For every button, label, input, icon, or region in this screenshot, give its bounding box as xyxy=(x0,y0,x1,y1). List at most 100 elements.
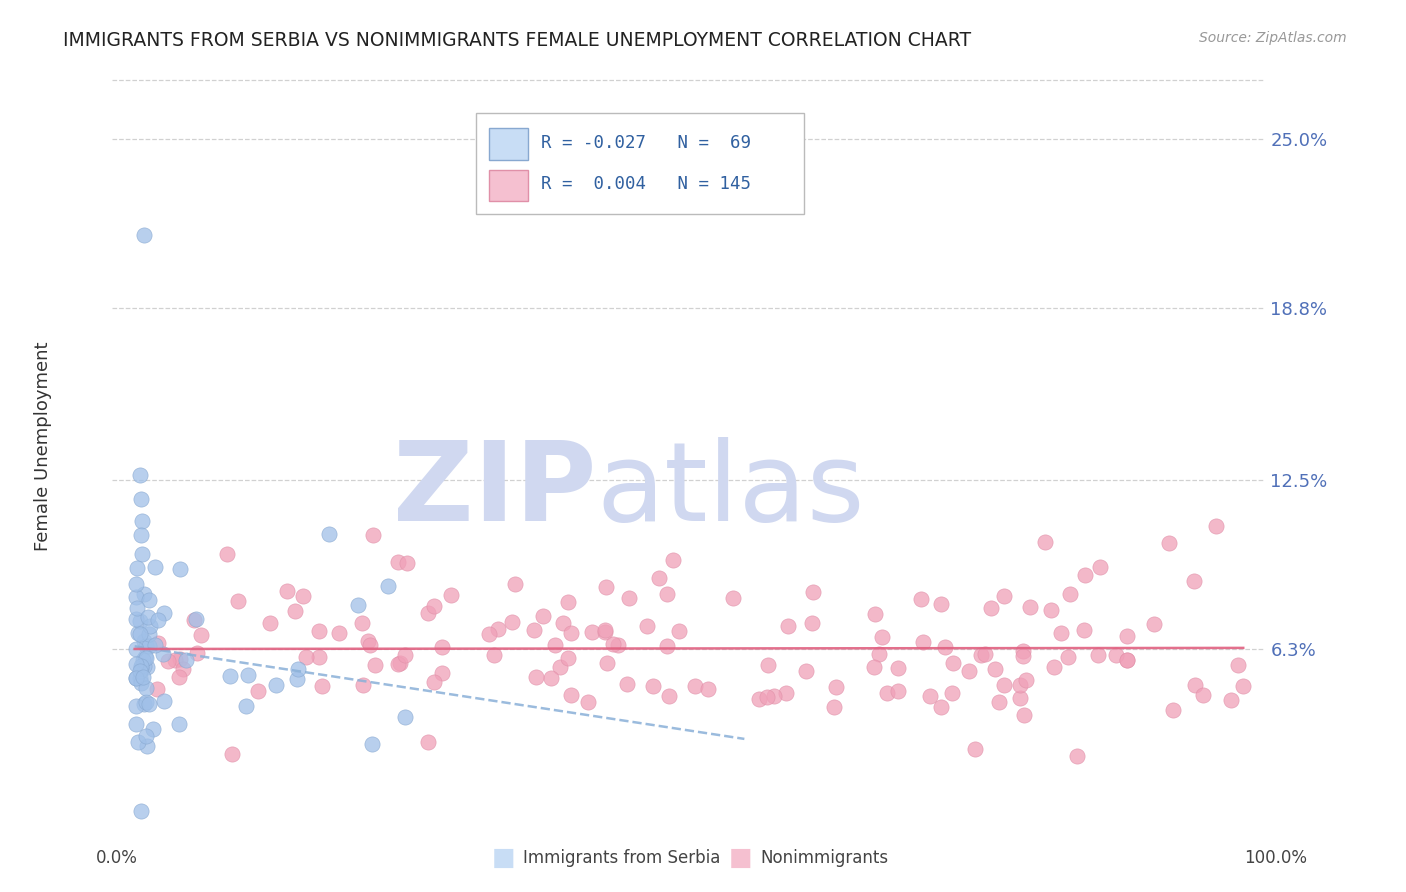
Point xyxy=(360,737,382,751)
Bar xyxy=(489,128,527,160)
Point xyxy=(1161,703,1184,717)
Point xyxy=(636,618,658,632)
Point xyxy=(1182,574,1205,588)
Point xyxy=(167,670,190,684)
Point xyxy=(1184,678,1206,692)
Point xyxy=(863,607,886,621)
Text: R =  0.004   N = 145: R = 0.004 N = 145 xyxy=(541,175,751,193)
Point xyxy=(128,615,150,629)
Point xyxy=(292,589,315,603)
Point xyxy=(1115,653,1137,667)
Point xyxy=(503,576,526,591)
Point xyxy=(131,653,153,667)
Point xyxy=(184,612,207,626)
Point xyxy=(1018,600,1040,615)
Point xyxy=(440,588,463,602)
Point xyxy=(980,600,1002,615)
Point xyxy=(394,710,416,724)
Point xyxy=(756,690,779,704)
Text: ■: ■ xyxy=(730,847,752,870)
Point xyxy=(131,514,153,528)
Point xyxy=(551,615,574,630)
Point xyxy=(132,586,155,600)
Point xyxy=(135,659,157,673)
Point xyxy=(1227,658,1250,673)
Point xyxy=(308,649,330,664)
Point xyxy=(430,665,453,680)
Point xyxy=(135,639,157,653)
Point xyxy=(129,659,152,673)
Point xyxy=(1012,644,1035,658)
Point xyxy=(540,671,562,685)
Point xyxy=(135,651,157,665)
Point xyxy=(501,615,523,629)
Text: Source: ZipAtlas.com: Source: ZipAtlas.com xyxy=(1199,31,1347,45)
FancyBboxPatch shape xyxy=(475,112,804,214)
Point xyxy=(617,591,640,605)
Point xyxy=(557,651,579,665)
Point xyxy=(215,547,238,561)
Point xyxy=(478,627,501,641)
Point xyxy=(287,662,309,676)
Point xyxy=(125,577,148,591)
Point xyxy=(125,590,148,604)
Point xyxy=(430,640,453,655)
Point xyxy=(1116,652,1139,666)
Point xyxy=(131,805,153,819)
Point xyxy=(135,681,157,695)
Point xyxy=(127,626,149,640)
Point xyxy=(721,591,744,606)
Point xyxy=(1088,559,1111,574)
Point xyxy=(125,612,148,626)
Point xyxy=(970,648,993,663)
Point xyxy=(560,689,582,703)
Point xyxy=(135,739,157,754)
Point xyxy=(993,589,1015,603)
Point xyxy=(912,635,935,649)
Point xyxy=(887,684,910,698)
Point xyxy=(284,604,307,618)
Text: atlas: atlas xyxy=(596,437,865,544)
Point xyxy=(364,657,387,672)
Point xyxy=(221,747,243,761)
Point xyxy=(132,227,155,242)
Point xyxy=(1059,587,1081,601)
Point xyxy=(801,585,824,599)
Point xyxy=(1050,626,1073,640)
Point xyxy=(352,678,374,692)
Point xyxy=(616,677,638,691)
Point xyxy=(1014,673,1036,687)
Point xyxy=(1033,535,1056,549)
Point xyxy=(801,615,824,630)
Point xyxy=(328,625,350,640)
Point xyxy=(139,619,162,633)
Point xyxy=(132,697,155,711)
Point xyxy=(134,658,156,673)
Point xyxy=(163,653,186,667)
Point xyxy=(153,606,176,620)
Text: 100.0%: 100.0% xyxy=(1244,849,1308,867)
Point xyxy=(934,640,956,654)
Point xyxy=(347,598,370,612)
Point xyxy=(276,584,298,599)
Point xyxy=(352,616,374,631)
Point xyxy=(824,680,846,694)
Point xyxy=(129,660,152,674)
Point xyxy=(138,592,160,607)
Point xyxy=(593,623,616,637)
Point xyxy=(129,467,152,482)
Point xyxy=(973,647,995,661)
Point xyxy=(486,622,509,636)
Point xyxy=(1008,678,1031,692)
Text: Female Unemployment: Female Unemployment xyxy=(34,342,52,550)
Point xyxy=(132,670,155,684)
Point xyxy=(138,697,160,711)
Point xyxy=(523,624,546,638)
Point xyxy=(377,579,399,593)
Point xyxy=(658,690,681,704)
Point xyxy=(544,638,567,652)
Point xyxy=(190,628,212,642)
Point xyxy=(129,492,153,507)
Point xyxy=(132,633,155,648)
Point xyxy=(361,527,384,541)
